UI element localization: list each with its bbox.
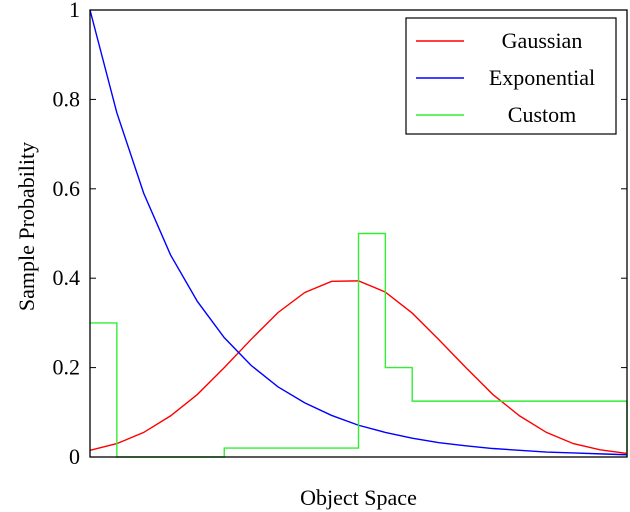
y-tick-label: 0.6 <box>53 176 81 201</box>
legend: Gaussian Exponential Custom <box>405 17 617 135</box>
legend-label-exponential: Exponential <box>489 65 595 90</box>
legend-label-custom: Custom <box>508 102 576 127</box>
y-tick-label: 0.2 <box>53 355 81 380</box>
plot-frame <box>89 9 628 458</box>
x-axis-label: Object Space <box>300 485 417 510</box>
y-tick-label: 1 <box>69 0 80 22</box>
y-axis: 0 0.2 0.4 0.6 0.8 1 <box>53 0 627 469</box>
y-tick-label: 0.8 <box>53 86 81 111</box>
y-axis-label: Sample Probability <box>14 142 39 311</box>
series-line-custom <box>90 232 628 458</box>
y-tick-label: 0.4 <box>53 265 81 290</box>
y-tick-label: 0 <box>69 444 80 469</box>
legend-label-gaussian: Gaussian <box>502 28 583 53</box>
